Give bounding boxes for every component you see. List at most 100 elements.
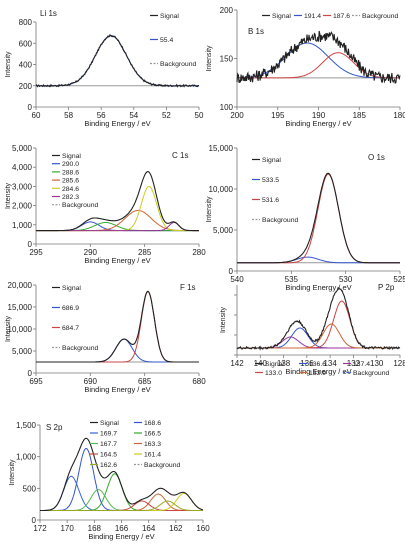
y-axis-title: Intensity	[5, 51, 12, 78]
y-tick-label: 1,500	[16, 421, 37, 430]
x-tick-label: 695	[29, 377, 43, 386]
y-axis-title: Intensity	[206, 196, 213, 223]
panel-label: F 1s	[180, 283, 196, 292]
legend-entry: 533.5	[262, 177, 279, 184]
legend-entry: Background	[62, 202, 98, 209]
x-tick-label: 180	[393, 111, 405, 120]
panel-label: O 1s	[368, 153, 385, 162]
legend-entry: 168.6	[144, 420, 161, 427]
x-tick-label: 535	[285, 275, 299, 284]
legend-entry: Background	[160, 61, 196, 68]
x-tick-label: 136	[300, 359, 314, 368]
x-tick-label: 162	[169, 524, 183, 533]
legend: Signal 168.6 169.7 166.5 167.7 163.3 164.5 161.…	[90, 420, 180, 469]
xps-panel-b-1s: 200 195 190 185 180 100 150 200 Binding Energy /…	[206, 6, 405, 128]
legend-entry: 137.4	[353, 361, 370, 368]
component-684-7	[36, 291, 199, 363]
legend-entry: Signal	[262, 157, 281, 164]
legend: Signal 191.4 187.6 Background	[262, 13, 398, 20]
x-tick-label: 134	[323, 359, 337, 368]
y-tick-label: 100	[220, 103, 234, 112]
x-axis-title: Binding Energy / eV	[285, 367, 351, 376]
x-axis-title: Binding Energy / eV	[285, 283, 351, 292]
legend-entry: 290.0	[62, 161, 79, 168]
legend-entry: 133.0	[265, 370, 282, 377]
y-axis-title: Intensity	[9, 459, 16, 486]
legend: Signal 136.6 137.4 133.0 133.9 Background	[255, 361, 389, 377]
y-tick-label: 10,000	[8, 325, 33, 334]
y-tick-label: 200	[220, 6, 234, 15]
legend: Signal 686.9 684.7 Background	[52, 285, 98, 352]
legend-entry: 191.4	[304, 13, 321, 20]
y-axis-title: Intensity	[206, 45, 213, 72]
x-tick-label: 185	[353, 111, 367, 120]
signal-line	[36, 171, 199, 232]
y-tick-label: 5,000	[213, 226, 234, 235]
x-tick-label: 525	[393, 275, 405, 284]
x-tick-label: 138	[277, 359, 291, 368]
legend-entry: 166.5	[144, 431, 161, 438]
x-tick-label: 164	[142, 524, 156, 533]
xps-panel-o-1s: 540 535 530 525 0 5,000 10,000 15,000 Binding En…	[206, 144, 405, 292]
x-tick-label: 50	[195, 111, 204, 120]
x-axis-title: Binding Energy / eV	[84, 256, 150, 265]
x-tick-label: 295	[29, 248, 43, 257]
signal-line	[36, 290, 199, 363]
x-tick-label: 190	[312, 111, 326, 120]
x-tick-label: 680	[192, 377, 206, 386]
legend-entry: 164.5	[100, 452, 117, 459]
legend-entry: 187.6	[333, 13, 350, 20]
x-tick-label: 142	[230, 359, 244, 368]
legend-entry: 282.3	[62, 194, 79, 201]
panel-label: Li 1s	[40, 9, 57, 18]
y-axis-title: Intensity	[220, 306, 227, 333]
legend: Signal 55.4 Background	[150, 13, 196, 68]
y-tick-label: 400	[19, 61, 33, 70]
x-tick-label: 170	[60, 524, 74, 533]
panel-label: C 1s	[172, 151, 188, 160]
x-tick-label: 685	[138, 377, 152, 386]
panel-label: P 2p	[378, 283, 395, 292]
y-tick-label: 5,000	[12, 144, 33, 153]
x-axis-title: Binding Energy / eV	[84, 385, 150, 394]
x-tick-label: 280	[192, 248, 206, 257]
x-axis-title: Binding Energy / eV	[88, 532, 154, 541]
y-tick-label: 800	[19, 18, 33, 27]
y-tick-label: 0	[28, 240, 33, 249]
legend-entry: 162.6	[100, 462, 117, 469]
x-tick-label: 200	[230, 111, 244, 120]
x-tick-label: 58	[64, 111, 73, 120]
legend-entry: 167.7	[100, 441, 117, 448]
component-136-6	[237, 327, 400, 349]
signal-line	[40, 437, 204, 512]
legend-entry: 55.4	[160, 37, 173, 44]
x-tick-label: 530	[339, 275, 353, 284]
y-tick-label: 20,000	[8, 281, 33, 290]
panel-label: S 2p	[46, 423, 63, 432]
y-tick-label: 0	[28, 369, 33, 378]
component-533-5	[237, 256, 400, 264]
x-axis-title: Binding Energy / eV	[84, 119, 150, 128]
component-166-5	[40, 473, 203, 511]
x-tick-label: 60	[32, 111, 41, 120]
x-tick-label: 54	[129, 111, 138, 120]
legend-entry: Background	[62, 345, 98, 352]
x-tick-label: 690	[84, 377, 98, 386]
legend: Signal 533.5 531.6 Background	[252, 157, 298, 224]
x-tick-label: 168	[88, 524, 102, 533]
legend-entry: 684.7	[62, 325, 79, 332]
y-axis-title: Intensity	[5, 182, 12, 209]
component-162-6	[40, 500, 203, 511]
component-161-4	[40, 492, 204, 511]
y-tick-label: 1,000	[16, 453, 37, 462]
legend-entry: 163.3	[144, 441, 161, 448]
component-686-9	[36, 338, 199, 363]
component-284-6	[36, 185, 199, 232]
legend-entry: Background	[262, 217, 298, 224]
y-tick-label: 0	[32, 516, 37, 525]
y-tick-label: 3,000	[12, 182, 33, 191]
x-tick-label: 285	[138, 248, 152, 257]
